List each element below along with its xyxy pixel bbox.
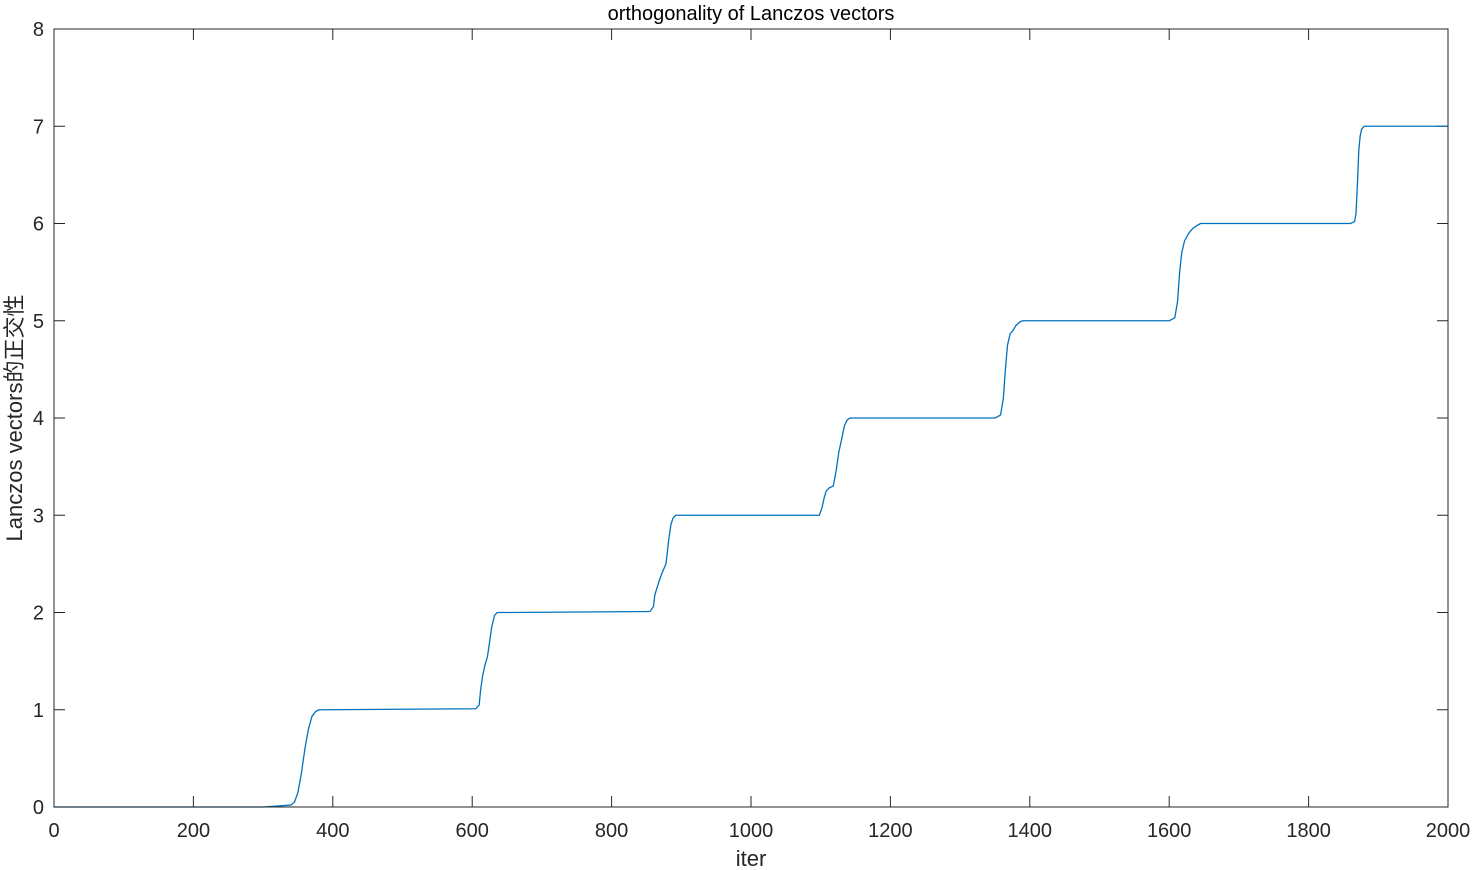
y-tick-label: 6 [33,214,44,236]
y-axis-title: Lanczos vectors的正交性 [2,295,27,542]
series-line [54,125,1448,808]
plot-area-background [54,29,1448,807]
y-tick-label: 3 [33,505,44,527]
y-tick-label: 2 [33,603,44,625]
chart-title: orthogonality of Lanczos vectors [608,3,895,25]
y-axis-tick-labels: 0 1 2 3 4 5 6 7 8 [33,19,44,819]
plot-area-box [53,28,1449,808]
x-tick-label: 2000 [1426,820,1471,842]
x-tick-label: 1200 [868,820,913,842]
y-tick-label: 7 [33,116,44,138]
y-tick-label: 0 [33,797,44,819]
x-tick-label: 0 [48,820,59,842]
x-axis-title: iter [736,846,767,870]
x-tick-label: 1000 [729,820,774,842]
x-tick-label: 400 [316,820,349,842]
y-tick-label: 4 [33,408,44,430]
y-tick-label: 1 [33,700,44,722]
x-tick-label: 200 [177,820,210,842]
y-tick-label: 8 [33,19,44,41]
x-tick-label: 1600 [1147,820,1192,842]
y-tick-label: 5 [33,311,44,333]
x-tick-label: 600 [456,820,489,842]
x-axis-tick-labels: 0 200 400 600 800 1000 1200 1400 1600 1800 2000 [48,820,1470,842]
x-tick-label: 1400 [1008,820,1053,842]
x-tick-label: 800 [595,820,628,842]
x-tick-label: 1800 [1286,820,1331,842]
